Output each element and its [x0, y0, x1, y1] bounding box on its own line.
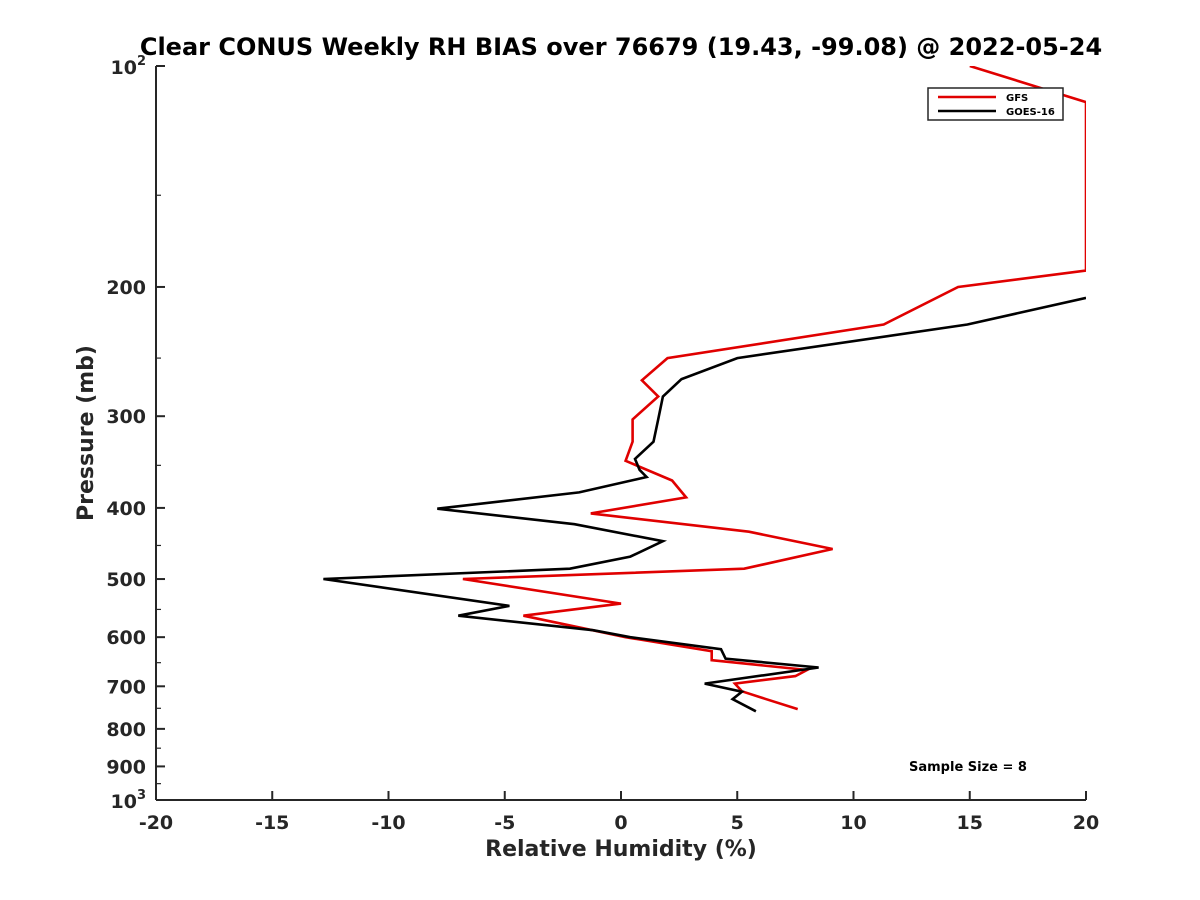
x-tick-label: 10 — [840, 812, 866, 834]
y-tick-label: 200 — [106, 277, 146, 299]
x-tick-label: -15 — [255, 812, 289, 834]
x-axis-label: Relative Humidity (%) — [485, 837, 757, 862]
y-tick-label: 900 — [106, 756, 146, 778]
y-tick-label: 103 — [111, 788, 147, 813]
y-tick-label: 500 — [106, 569, 146, 591]
y-tick-label: 102 — [111, 54, 147, 79]
x-tick-label: 20 — [1073, 812, 1099, 834]
x-tick-label: -5 — [494, 812, 515, 834]
legend: GFS GOES-16 — [927, 87, 1064, 121]
y-tick-label: 600 — [106, 627, 146, 649]
tick-labels: -20 -15 -10 -5 0 5 10 15 20 102 200 300 400 500 600 700… — [106, 54, 1099, 834]
legend-label: GFS — [1006, 93, 1028, 104]
x-tick-label: 5 — [731, 812, 744, 834]
series-line-goes-16 — [323, 296, 1086, 713]
series-line-gfs — [462, 66, 1086, 711]
y-tick-label: 700 — [106, 676, 146, 698]
legend-box — [927, 87, 1064, 121]
y-tick-label: 300 — [106, 406, 146, 428]
x-tick-label: -20 — [139, 812, 173, 834]
series-layer — [323, 66, 1086, 713]
x-tick-label: 15 — [957, 812, 983, 834]
x-tick-label: -10 — [371, 812, 405, 834]
axes — [155, 65, 1087, 801]
chart-title: Clear CONUS Weekly RH BIAS over 76679 (1… — [140, 33, 1102, 61]
x-tick-label: 0 — [614, 812, 627, 834]
y-axis-label: Pressure (mb) — [74, 345, 99, 521]
y-tick-label: 800 — [106, 719, 146, 741]
y-tick-label: 400 — [106, 498, 146, 520]
sample-size-annotation: Sample Size = 8 — [909, 760, 1027, 775]
legend-label: GOES-16 — [1006, 107, 1055, 118]
